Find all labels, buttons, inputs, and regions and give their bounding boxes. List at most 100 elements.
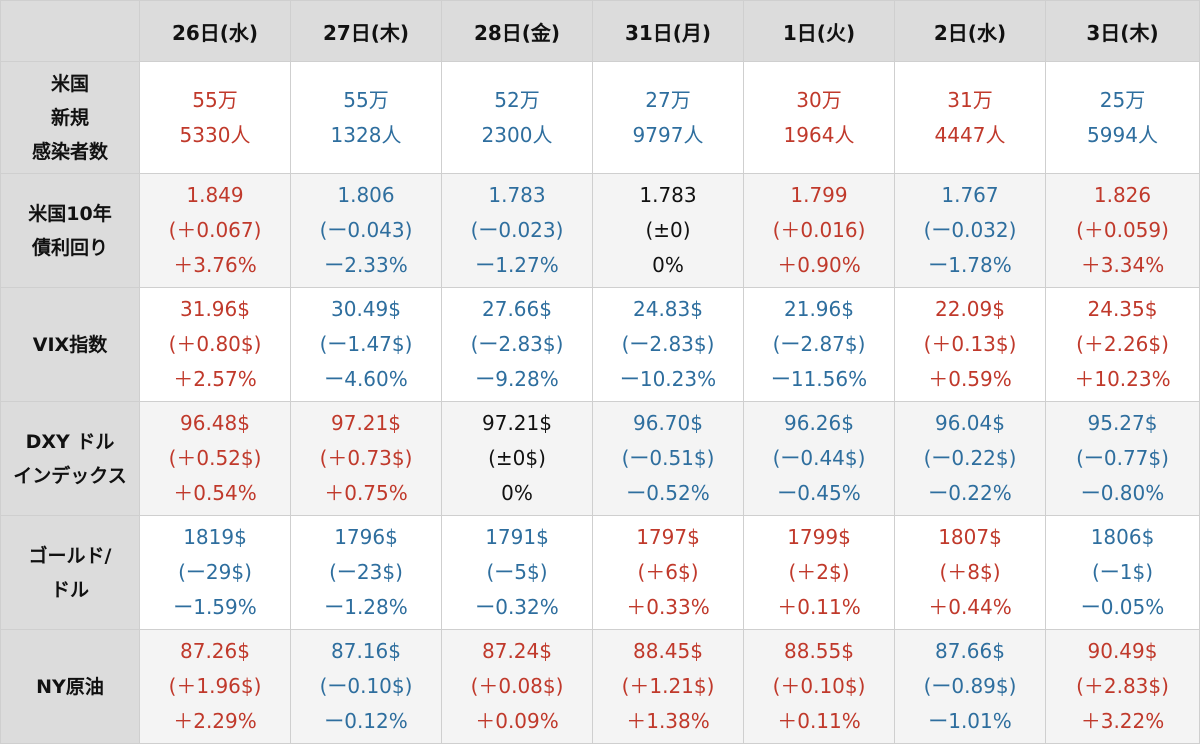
cell-value: 30万 (796, 87, 842, 112)
row-label: DXY ドル インデックス (0, 401, 140, 516)
cell-change: (ー0.10$) (319, 674, 413, 698)
cell-change: (＋1.96$) (168, 674, 262, 698)
cell-value: 24.35$ (1087, 297, 1158, 321)
cell-percent: ー1.01% (928, 709, 1012, 733)
cell-percent: ＋3.22% (1080, 709, 1165, 733)
cell-change: (ー1.47$) (319, 332, 413, 356)
value-cell: 55万 1328人 (290, 61, 442, 174)
cell-value: 88.45$ (633, 639, 703, 663)
value-cell: 96.48$ (＋0.52$) ＋0.54% (139, 401, 291, 516)
cell-change: (＋6$) (637, 560, 699, 584)
value-cell: 1.806 (ー0.043) ー2.33% (290, 173, 442, 288)
row-label-line: ドル (50, 578, 89, 601)
value-cell: 1799$ (＋2$) ＋0.11% (743, 515, 895, 630)
row-label-line: NY原油 (36, 675, 104, 698)
cell-percent: ー11.56% (770, 367, 868, 391)
cell-value: 55万 (343, 87, 389, 112)
date-header: 1日(火) (743, 0, 895, 62)
date-header: 27日(木) (290, 0, 442, 62)
value-cell: 1.849 (＋0.067) ＋3.76% (139, 173, 291, 288)
value-cell: 1807$ (＋8$) ＋0.44% (894, 515, 1046, 630)
cell-percent: ＋0.59% (928, 367, 1012, 391)
cell-change: (＋0.52$) (168, 446, 262, 470)
cell-change: (ー29$) (178, 560, 252, 584)
value-cell: 87.16$ (ー0.10$) ー0.12% (290, 629, 442, 744)
cell-percent: ー0.12% (324, 709, 408, 733)
cell-percent: ー0.45% (777, 481, 861, 505)
cell-percent: ＋0.11% (777, 595, 861, 619)
cell-change: (ー0.51$) (621, 446, 715, 470)
cell-value: 1819$ (183, 525, 247, 549)
date-header: 2日(水) (894, 0, 1046, 62)
cell-percent: 0% (652, 253, 684, 277)
cell-change: (ー1$) (1091, 560, 1154, 584)
cell-value: 87.16$ (331, 639, 401, 663)
cell-percent: ＋0.44% (928, 595, 1012, 619)
cell-percent: ー0.52% (626, 481, 710, 505)
value-cell: 1.799 (＋0.016) ＋0.90% (743, 173, 895, 288)
cell-value: 96.70$ (633, 411, 703, 435)
cell-change: 4447人 (934, 122, 1006, 147)
cell-change: (ー0.023) (470, 218, 564, 242)
date-header: 26日(水) (139, 0, 291, 62)
value-cell: 21.96$ (ー2.87$) ー11.56% (743, 287, 895, 402)
value-cell: 96.04$ (ー0.22$) ー0.22% (894, 401, 1046, 516)
cell-percent: ー4.60% (324, 367, 408, 391)
cell-percent: ＋0.54% (173, 481, 257, 505)
value-cell: 97.21$ (±0$) 0% (441, 401, 593, 516)
cell-change: 2300人 (481, 122, 553, 147)
cell-change: (＋0.73$) (319, 446, 413, 470)
cell-value: 95.27$ (1087, 411, 1158, 435)
row-label: ゴールド/ドル (0, 515, 140, 630)
cell-percent: ＋3.76% (173, 253, 257, 277)
cell-percent: ＋0.33% (626, 595, 710, 619)
cell-value: 1.849 (186, 183, 244, 207)
cell-value: 31万 (947, 87, 993, 112)
value-cell: 25万 5994人 (1045, 61, 1200, 174)
cell-change: 5330人 (179, 122, 251, 147)
cell-change: (ー2.87$) (772, 332, 866, 356)
row-label-line: 米国 (50, 72, 89, 95)
cell-percent: ー0.05% (1080, 595, 1165, 619)
cell-change: (±0$) (488, 446, 546, 470)
row-label-line: 感染者数 (31, 140, 108, 163)
value-cell: 97.21$ (＋0.73$) ＋0.75% (290, 401, 442, 516)
value-cell: 87.24$ (＋0.08$) ＋0.09% (441, 629, 593, 744)
value-cell: 1791$ (ー5$) ー0.32% (441, 515, 593, 630)
value-cell: 88.55$ (＋0.10$) ＋0.11% (743, 629, 895, 744)
cell-percent: ー1.27% (475, 253, 559, 277)
value-cell: 52万 2300人 (441, 61, 593, 174)
value-cell: 1.783 (ー0.023) ー1.27% (441, 173, 593, 288)
value-cell: 1797$ (＋6$) ＋0.33% (592, 515, 744, 630)
value-cell: 22.09$ (＋0.13$) ＋0.59% (894, 287, 1046, 402)
cell-change: (＋0.08$) (470, 674, 564, 698)
cell-value: 1.806 (337, 183, 395, 207)
row-label-line: 米国10年 (28, 202, 112, 225)
cell-change: 1964人 (783, 122, 855, 147)
cell-value: 25万 (1099, 87, 1146, 112)
cell-change: (ー0.77$) (1076, 446, 1169, 470)
cell-value: 97.21$ (482, 411, 552, 435)
cell-value: 1.783 (488, 183, 546, 207)
value-cell: 30.49$ (ー1.47$) ー4.60% (290, 287, 442, 402)
cell-value: 1799$ (787, 525, 851, 549)
cell-change: (＋2.26$) (1076, 332, 1169, 356)
value-cell: 87.66$ (ー0.89$) ー1.01% (894, 629, 1046, 744)
row-label-line: VIX指数 (32, 333, 108, 356)
cell-percent: ＋0.09% (475, 709, 559, 733)
row-label-line: ゴールド/ (28, 544, 112, 567)
cell-value: 27.66$ (482, 297, 552, 321)
value-cell: 27.66$ (ー2.83$) ー9.28% (441, 287, 593, 402)
cell-percent: ー9.28% (475, 367, 559, 391)
table-row: DXY ドル インデックス 96.48$ (＋0.52$) ＋0.54% 97.21$ (＋… (0, 401, 1200, 516)
value-cell: 88.45$ (＋1.21$) ＋1.38% (592, 629, 744, 744)
cell-change: (±0) (645, 218, 691, 242)
cell-value: 97.21$ (331, 411, 401, 435)
table-row: 米国 新規 感染者数 55万 5330人 55万 1328人 52万 2300人 27万 9797人… (0, 61, 1200, 174)
cell-change: 9797人 (632, 122, 704, 147)
cell-value: 1.783 (639, 183, 697, 207)
date-header: 31日(月) (592, 0, 744, 62)
value-cell: 55万 5330人 (139, 61, 291, 174)
cell-change: 5994人 (1087, 122, 1158, 147)
cell-percent: ＋0.75% (324, 481, 408, 505)
